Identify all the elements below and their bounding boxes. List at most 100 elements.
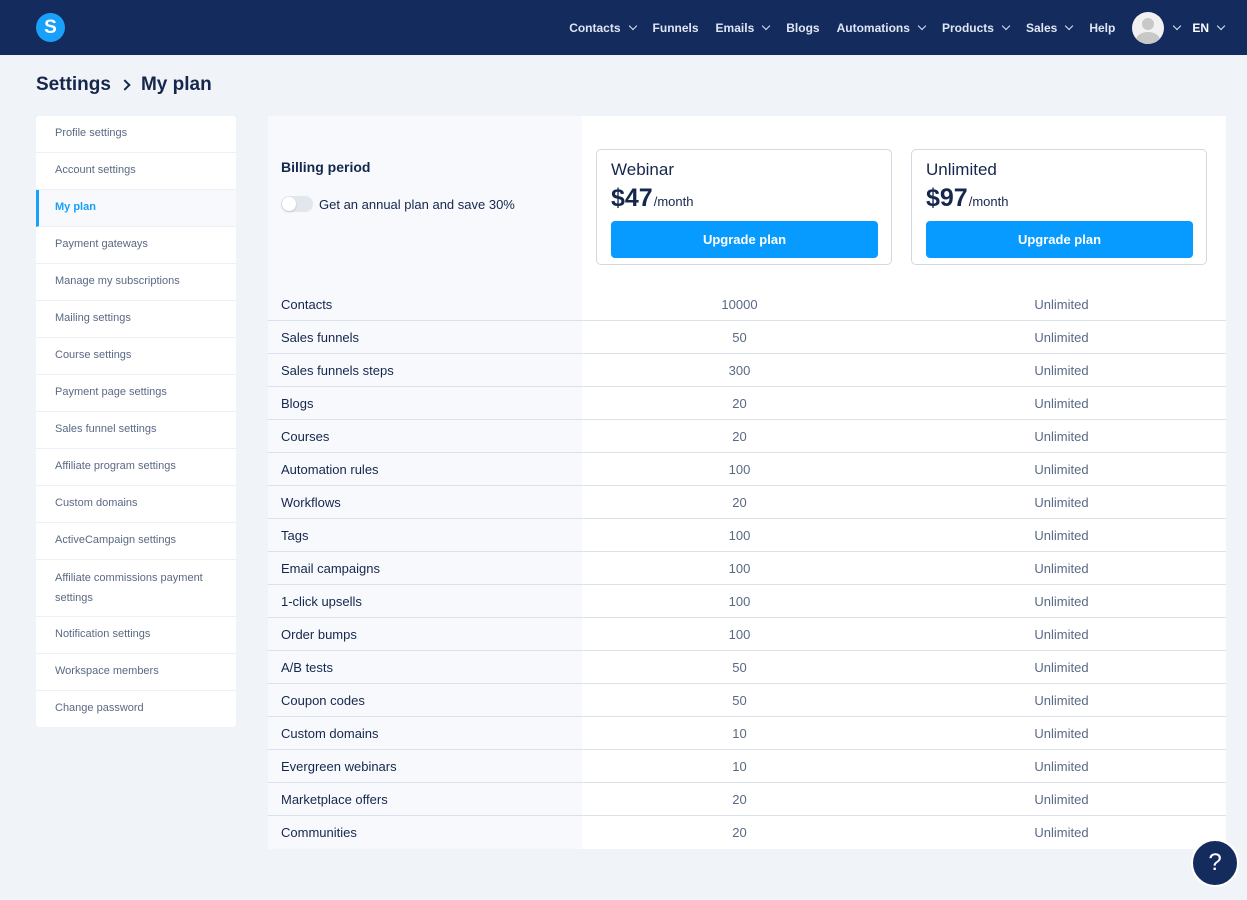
table-row: Automation rules 100 Unlimited (268, 453, 1226, 486)
feature-name: Courses (281, 428, 330, 444)
webinar-limit: 50 (732, 659, 747, 675)
table-row: A/B tests 50 Unlimited (268, 651, 1226, 684)
page-title: My plan (140, 74, 212, 95)
table-row: 1-click upsells 100 Unlimited (268, 585, 1226, 618)
breadcrumb: Settings My plan (36, 74, 212, 96)
upgrade-plan-button-webinar[interactable]: Upgrade plan (611, 221, 878, 258)
price-period: /month (653, 194, 694, 209)
table-row: Sales funnels 50 Unlimited (268, 321, 1226, 354)
feature-name: Custom domains (281, 725, 379, 741)
chevron-down-icon (917, 21, 927, 30)
sidebar-item-affiliate-program-settings[interactable]: Affiliate program settings (36, 449, 236, 486)
webinar-limit: 10000 (721, 296, 758, 312)
feature-comparison-table: Contacts 10000 Unlimited Sales funnels 50 Unl… (268, 288, 1226, 849)
question-mark-icon: ? (1208, 849, 1222, 876)
feature-name: Marketplace offers (281, 791, 388, 807)
table-row: Contacts 10000 Unlimited (268, 288, 1226, 321)
unlimited-limit: Unlimited (1034, 395, 1089, 411)
sidebar-item-account-settings[interactable]: Account settings (36, 153, 236, 190)
unlimited-limit: Unlimited (1034, 461, 1089, 477)
unlimited-limit: Unlimited (1034, 527, 1089, 543)
unlimited-limit: Unlimited (1034, 626, 1089, 642)
nav-emails[interactable]: Emails (716, 21, 771, 35)
webinar-limit: 10 (732, 758, 747, 774)
feature-name: Workflows (281, 494, 341, 510)
webinar-limit: 300 (728, 362, 751, 378)
feature-name: Email campaigns (281, 560, 380, 576)
sidebar-item-notification-settings[interactable]: Notification settings (36, 617, 236, 654)
language-selector[interactable]: EN (1192, 21, 1226, 35)
webinar-limit: 20 (732, 395, 747, 411)
nav-funnels[interactable]: Funnels (652, 20, 699, 35)
table-row: Custom domains 10 Unlimited (268, 717, 1226, 750)
unlimited-limit: Unlimited (1034, 428, 1089, 444)
webinar-limit: 100 (728, 461, 751, 477)
annual-plan-toggle[interactable] (281, 196, 313, 212)
unlimited-limit: Unlimited (1034, 791, 1089, 807)
nav-help[interactable]: Help (1089, 20, 1116, 35)
price-period: /month (968, 194, 1009, 209)
table-row: Email campaigns 100 Unlimited (268, 552, 1226, 585)
unlimited-limit: Unlimited (1034, 758, 1089, 774)
nav-sales[interactable]: Sales (1026, 21, 1074, 35)
chevron-down-icon (1216, 21, 1226, 30)
logo[interactable]: S (36, 13, 65, 42)
sidebar-item-payment-gateways[interactable]: Payment gateways (36, 227, 236, 264)
unlimited-limit: Unlimited (1034, 296, 1089, 312)
feature-name: Tags (281, 527, 309, 543)
help-chat-button[interactable]: ? (1191, 839, 1239, 887)
feature-name: Evergreen webinars (281, 758, 397, 774)
sidebar-item-activecampaign-settings[interactable]: ActiveCampaign settings (36, 523, 236, 560)
plan-price: $97 /month (926, 184, 1008, 213)
sidebar-item-payment-page-settings[interactable]: Payment page settings (36, 375, 236, 412)
sidebar-item-manage-subscriptions[interactable]: Manage my subscriptions (36, 264, 236, 301)
sidebar-item-profile-settings[interactable]: Profile settings (36, 116, 236, 153)
chevron-down-icon (762, 21, 771, 30)
table-row: Blogs 20 Unlimited (268, 387, 1226, 420)
sidebar-item-affiliate-commissions-payment-settings[interactable]: Affiliate commissions payment settings (36, 560, 236, 617)
sidebar-item-change-password[interactable]: Change password (55, 702, 144, 714)
nav-blogs[interactable]: Blogs (786, 20, 820, 35)
annual-plan-toggle-label: Get an annual plan and save 30% (319, 196, 515, 212)
plan-price: $47 /month (611, 184, 693, 213)
nav-automations[interactable]: Automations (837, 21, 927, 35)
plan-card-unlimited: Unlimited $97 /month Upgrade plan (911, 149, 1207, 265)
feature-name: 1-click upsells (281, 593, 362, 609)
feature-name: Blogs (281, 395, 314, 411)
feature-column-background (268, 116, 582, 849)
sidebar-item-custom-domains[interactable]: Custom domains (36, 486, 236, 523)
chevron-down-icon (1065, 21, 1074, 30)
upgrade-plan-button-unlimited[interactable]: Upgrade plan (926, 221, 1193, 258)
sidebar-item-workspace-members[interactable]: Workspace members (36, 654, 236, 691)
webinar-limit: 100 (728, 527, 751, 543)
nav-contacts[interactable]: Contacts (569, 21, 637, 35)
webinar-limit: 20 (732, 791, 747, 807)
nav-products[interactable]: Products (942, 21, 1011, 35)
feature-name: Communities (281, 825, 357, 840)
webinar-limit: 100 (728, 560, 751, 576)
sidebar-item-my-plan[interactable]: My plan (36, 190, 236, 227)
table-row: Marketplace offers 20 Unlimited (268, 783, 1226, 816)
table-row: Courses 20 Unlimited (268, 420, 1226, 453)
unlimited-limit: Unlimited (1034, 329, 1089, 345)
plan-name: Unlimited (926, 160, 997, 179)
sidebar-item-sales-funnel-settings[interactable]: Sales funnel settings (36, 412, 236, 449)
unlimited-limit: Unlimited (1034, 725, 1089, 741)
plan-panel: Billing period Get an annual plan and sa… (268, 116, 1226, 849)
table-row: Order bumps 100 Unlimited (268, 618, 1226, 651)
unlimited-limit: Unlimited (1034, 825, 1089, 840)
breadcrumb-settings[interactable]: Settings (36, 74, 111, 95)
avatar (1132, 11, 1165, 44)
webinar-limit: 20 (732, 428, 747, 444)
feature-name: Automation rules (281, 461, 379, 477)
sidebar-item-mailing-settings[interactable]: Mailing settings (36, 301, 236, 338)
unlimited-limit: Unlimited (1034, 494, 1089, 510)
table-row: Communities 20 Unlimited (268, 816, 1226, 849)
webinar-limit: 10 (732, 725, 747, 741)
sidebar-item-course-settings[interactable]: Course settings (36, 338, 236, 375)
webinar-limit: 20 (732, 825, 747, 840)
user-menu[interactable] (1132, 11, 1182, 44)
webinar-limit: 100 (728, 593, 751, 609)
price-amount: $97 (926, 184, 968, 212)
feature-name: Sales funnels (281, 329, 360, 345)
